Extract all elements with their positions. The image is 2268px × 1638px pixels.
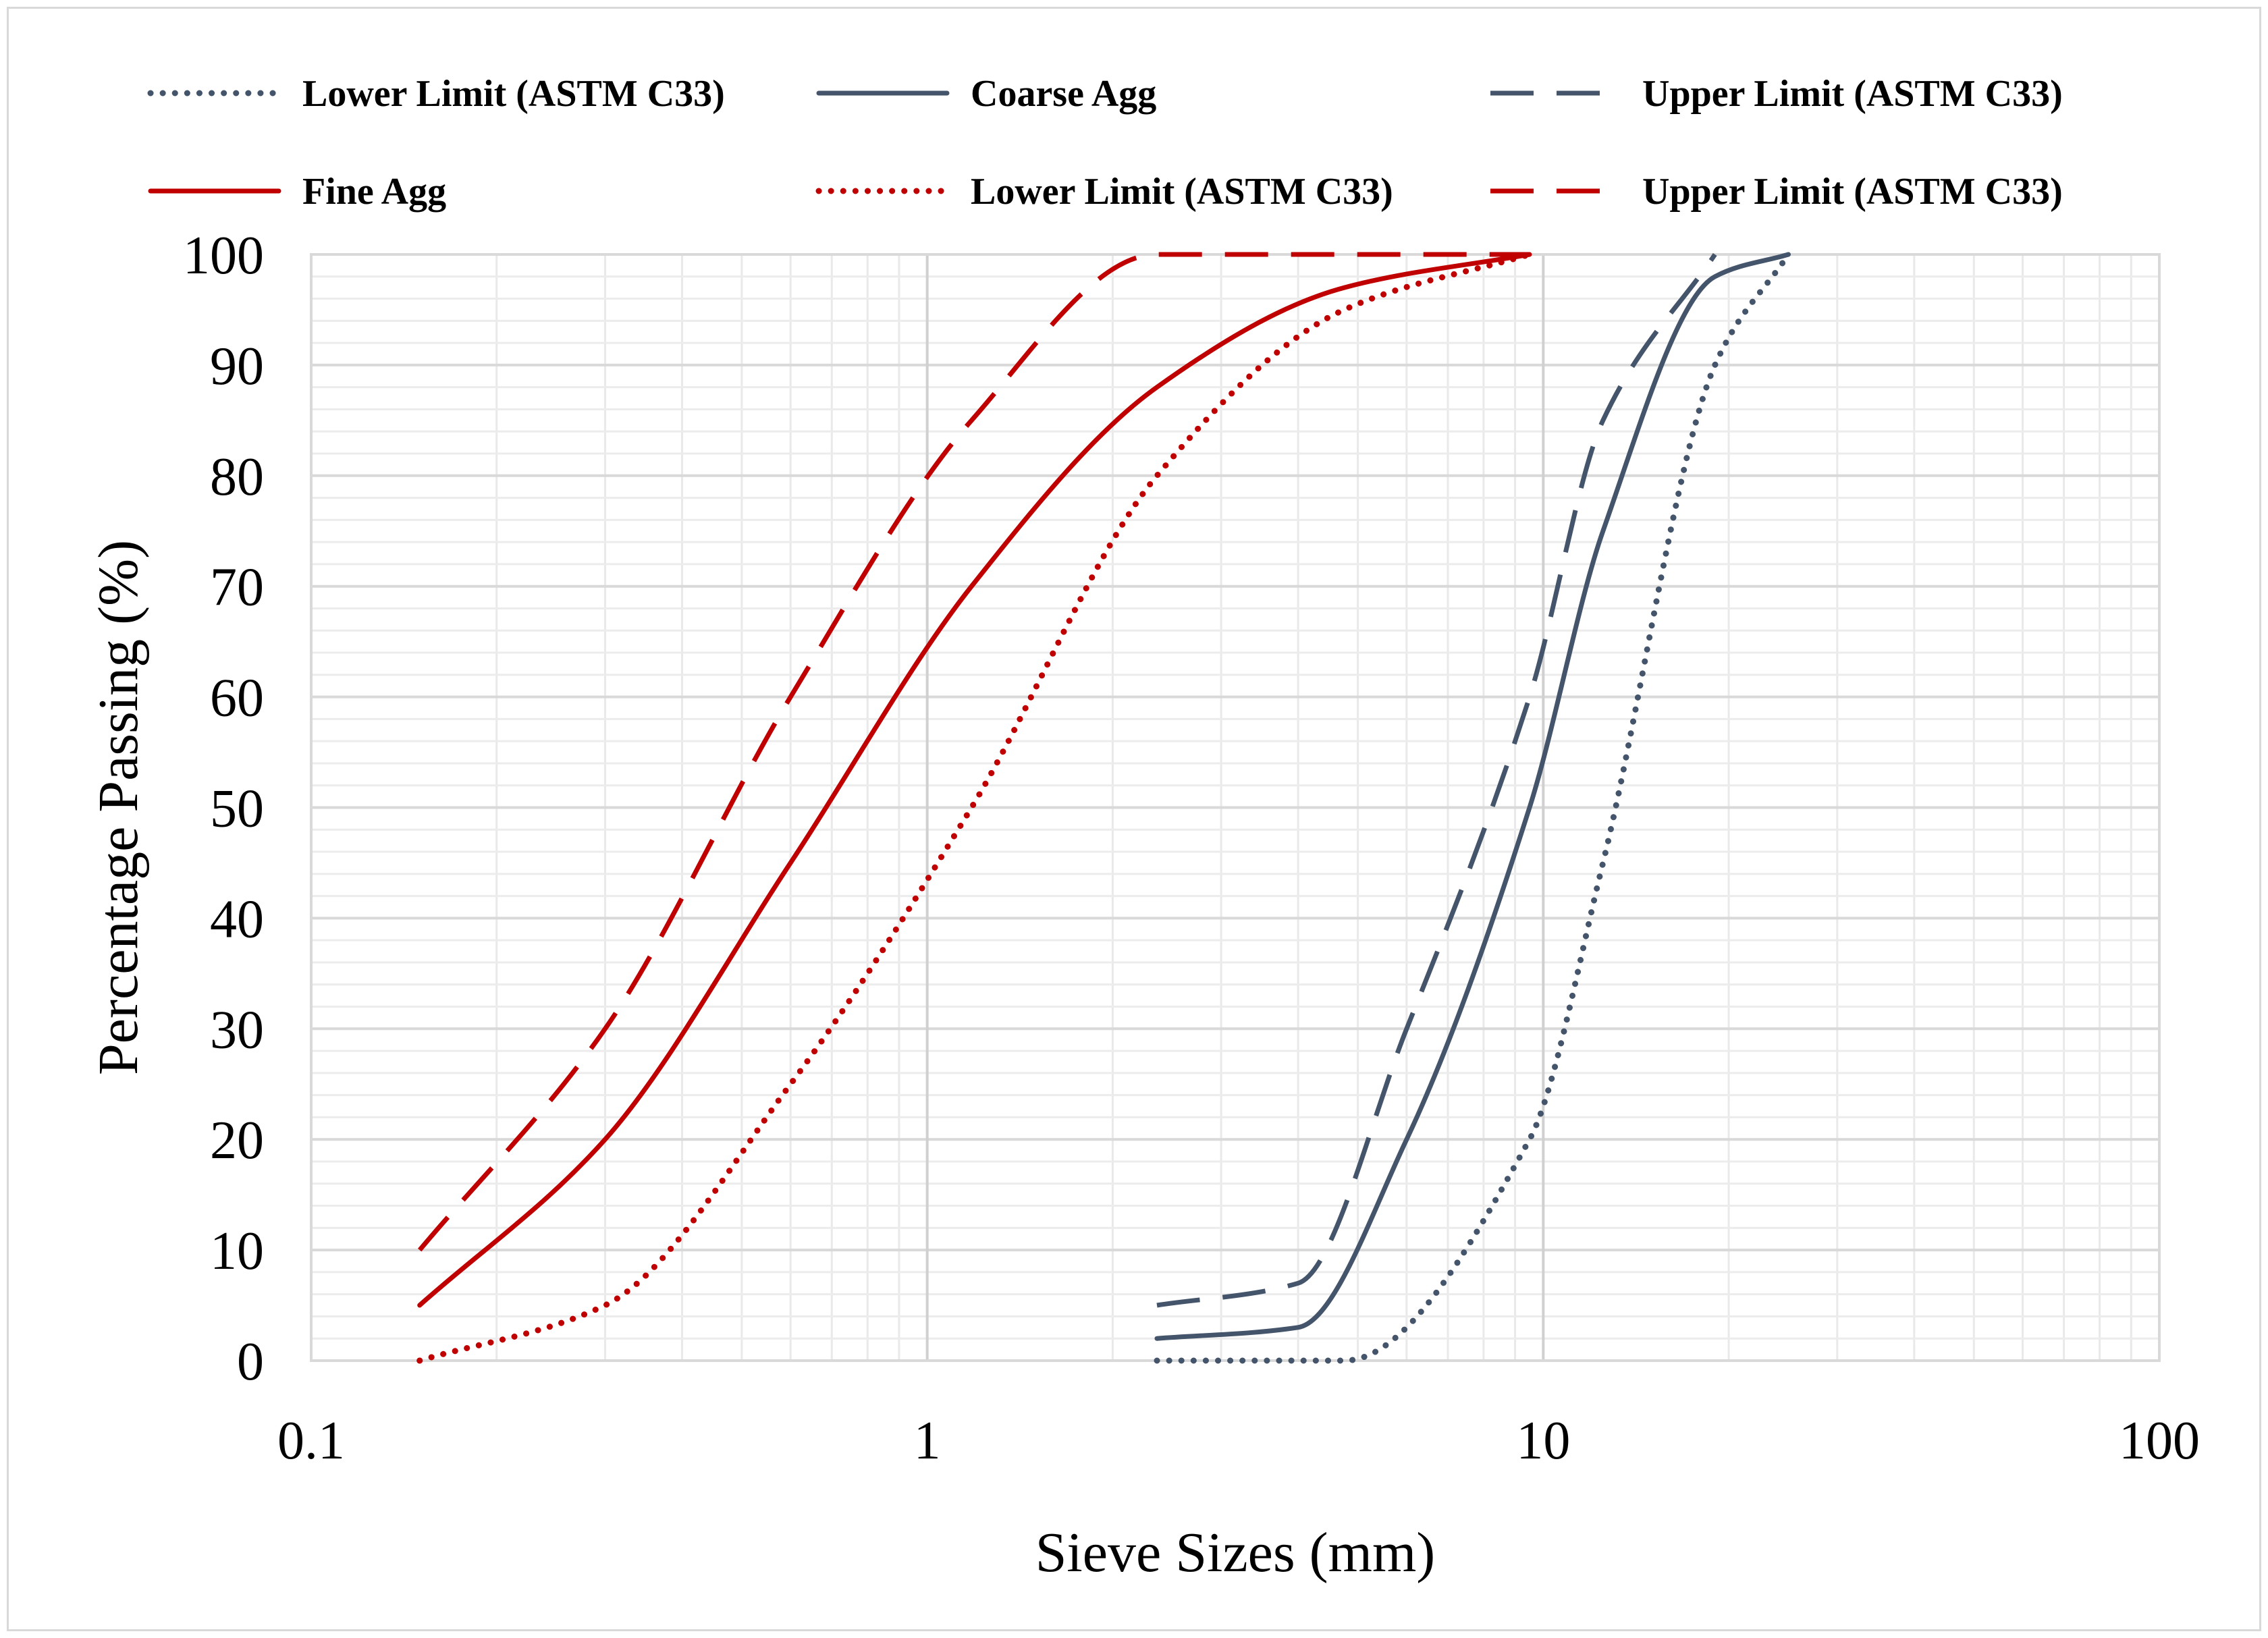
sieve-analysis-chart: 0 10 20 30 40 50 60 70 80 90 100 0.1 1 10 100 Sieve S… [87, 73, 2200, 1584]
major-gridlines [310, 253, 2161, 1362]
fine-upper-limit-astm-c33-line [418, 252, 1530, 1252]
series-layer [416, 251, 1791, 1364]
y-tick-label: 10 [210, 1222, 264, 1281]
y-tick-label: 50 [210, 780, 264, 839]
coarse-lower-limit-astm-c33-line [1154, 251, 1791, 1364]
y-tick-label: 100 [183, 226, 264, 285]
coarse-upper-limit-astm-c33-line [1156, 253, 1717, 1308]
y-axis-tick-labels: 0 10 20 30 40 50 60 70 80 90 100 [183, 226, 264, 1392]
y-tick-label: 80 [210, 447, 264, 507]
y-tick-label: 40 [210, 890, 264, 949]
fine-lower-limit-astm-c33-line [416, 251, 1533, 1364]
x-tick-label: 1 [914, 1411, 941, 1471]
legend: Lower Limit (ASTM C33) Coarse Agg Upper Li… [147, 73, 2063, 213]
y-tick-label: 90 [210, 337, 264, 396]
y-tick-label: 0 [237, 1332, 264, 1392]
x-axis-tick-labels: 0.1 1 10 100 [277, 1411, 2200, 1471]
y-axis-title: Percentage Passing (%) [87, 540, 150, 1075]
y-tick-label: 60 [210, 669, 264, 728]
y-tick-label: 30 [210, 1000, 264, 1060]
x-tick-label: 10 [1516, 1411, 1570, 1471]
y-tick-label: 20 [210, 1111, 264, 1170]
fine-fine-agg-line [417, 252, 1532, 1308]
x-tick-label: 100 [2119, 1411, 2200, 1471]
y-tick-label: 70 [210, 558, 264, 618]
coarse-coarse-agg-line [1154, 252, 1791, 1341]
chart-frame: 0 10 20 30 40 50 60 70 80 90 100 0.1 1 10 100 Sieve S… [7, 7, 2261, 1631]
fine-fine-agg-legend-label: Fine Agg [302, 171, 446, 213]
x-axis-title: Sieve Sizes (mm) [1035, 1521, 1436, 1584]
coarse-coarse-agg-legend-label: Coarse Agg [971, 73, 1156, 115]
coarse-lower-limit-astm-c33-legend-label: Lower Limit (ASTM C33) [302, 73, 725, 115]
coarse-upper-limit-astm-c33-legend-label: Upper Limit (ASTM C33) [1642, 73, 2063, 115]
fine-upper-limit-astm-c33-legend-label: Upper Limit (ASTM C33) [1642, 171, 2063, 213]
fine-lower-limit-astm-c33-legend-label: Lower Limit (ASTM C33) [971, 171, 1393, 213]
x-tick-label: 0.1 [277, 1411, 345, 1471]
